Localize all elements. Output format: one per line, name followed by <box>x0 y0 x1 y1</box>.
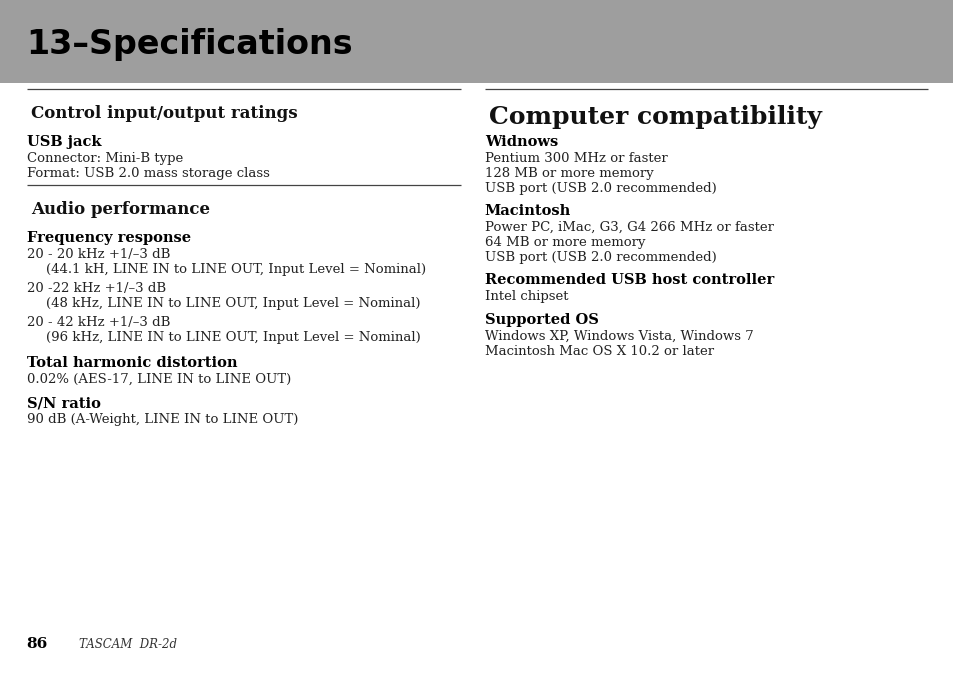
Text: 13–Specifications: 13–Specifications <box>27 28 353 61</box>
Text: Total harmonic distortion: Total harmonic distortion <box>27 356 237 370</box>
Text: 86: 86 <box>27 637 48 651</box>
Text: 128 MB or more memory: 128 MB or more memory <box>484 167 653 180</box>
Text: Computer compatibility: Computer compatibility <box>489 105 821 129</box>
Text: USB port (USB 2.0 recommended): USB port (USB 2.0 recommended) <box>484 182 716 195</box>
Text: 0.02% (AES-17, LINE IN to LINE OUT): 0.02% (AES-17, LINE IN to LINE OUT) <box>27 373 291 386</box>
Text: 20 - 42 kHz +1/–3 dB: 20 - 42 kHz +1/–3 dB <box>27 316 170 329</box>
Text: TASCAM  DR-2d: TASCAM DR-2d <box>79 639 177 651</box>
Text: Widnows: Widnows <box>484 135 558 149</box>
Text: Intel chipset: Intel chipset <box>484 290 568 303</box>
Text: 64 MB or more memory: 64 MB or more memory <box>484 236 644 249</box>
Text: USB jack: USB jack <box>27 135 101 149</box>
Text: Audio performance: Audio performance <box>31 201 211 218</box>
Text: 20 -22 kHz +1/–3 dB: 20 -22 kHz +1/–3 dB <box>27 282 166 295</box>
Text: (96 kHz, LINE IN to LINE OUT, Input Level = Nominal): (96 kHz, LINE IN to LINE OUT, Input Leve… <box>46 331 420 344</box>
Text: Connector: Mini-B type: Connector: Mini-B type <box>27 152 183 165</box>
Text: Control input/output ratings: Control input/output ratings <box>31 105 297 122</box>
Text: Pentium 300 MHz or faster: Pentium 300 MHz or faster <box>484 152 667 165</box>
Text: (48 kHz, LINE IN to LINE OUT, Input Level = Nominal): (48 kHz, LINE IN to LINE OUT, Input Leve… <box>46 297 420 310</box>
Text: Macintosh: Macintosh <box>484 204 570 218</box>
Bar <box>0 0 953 83</box>
Text: Supported OS: Supported OS <box>484 313 598 327</box>
Text: S/N ratio: S/N ratio <box>27 396 100 411</box>
Text: Recommended USB host controller: Recommended USB host controller <box>484 273 773 287</box>
Text: (44.1 kH, LINE IN to LINE OUT, Input Level = Nominal): (44.1 kH, LINE IN to LINE OUT, Input Lev… <box>46 263 425 276</box>
Text: 20 - 20 kHz +1/–3 dB: 20 - 20 kHz +1/–3 dB <box>27 248 170 261</box>
Text: Windows XP, Windows Vista, Windows 7: Windows XP, Windows Vista, Windows 7 <box>484 330 753 343</box>
Text: Frequency response: Frequency response <box>27 231 191 245</box>
Text: USB port (USB 2.0 recommended): USB port (USB 2.0 recommended) <box>484 251 716 264</box>
Text: 90 dB (A-Weight, LINE IN to LINE OUT): 90 dB (A-Weight, LINE IN to LINE OUT) <box>27 413 297 426</box>
Text: Macintosh Mac OS X 10.2 or later: Macintosh Mac OS X 10.2 or later <box>484 345 713 358</box>
Text: Format: USB 2.0 mass storage class: Format: USB 2.0 mass storage class <box>27 167 270 180</box>
Text: Power PC, iMac, G3, G4 266 MHz or faster: Power PC, iMac, G3, G4 266 MHz or faster <box>484 221 773 234</box>
